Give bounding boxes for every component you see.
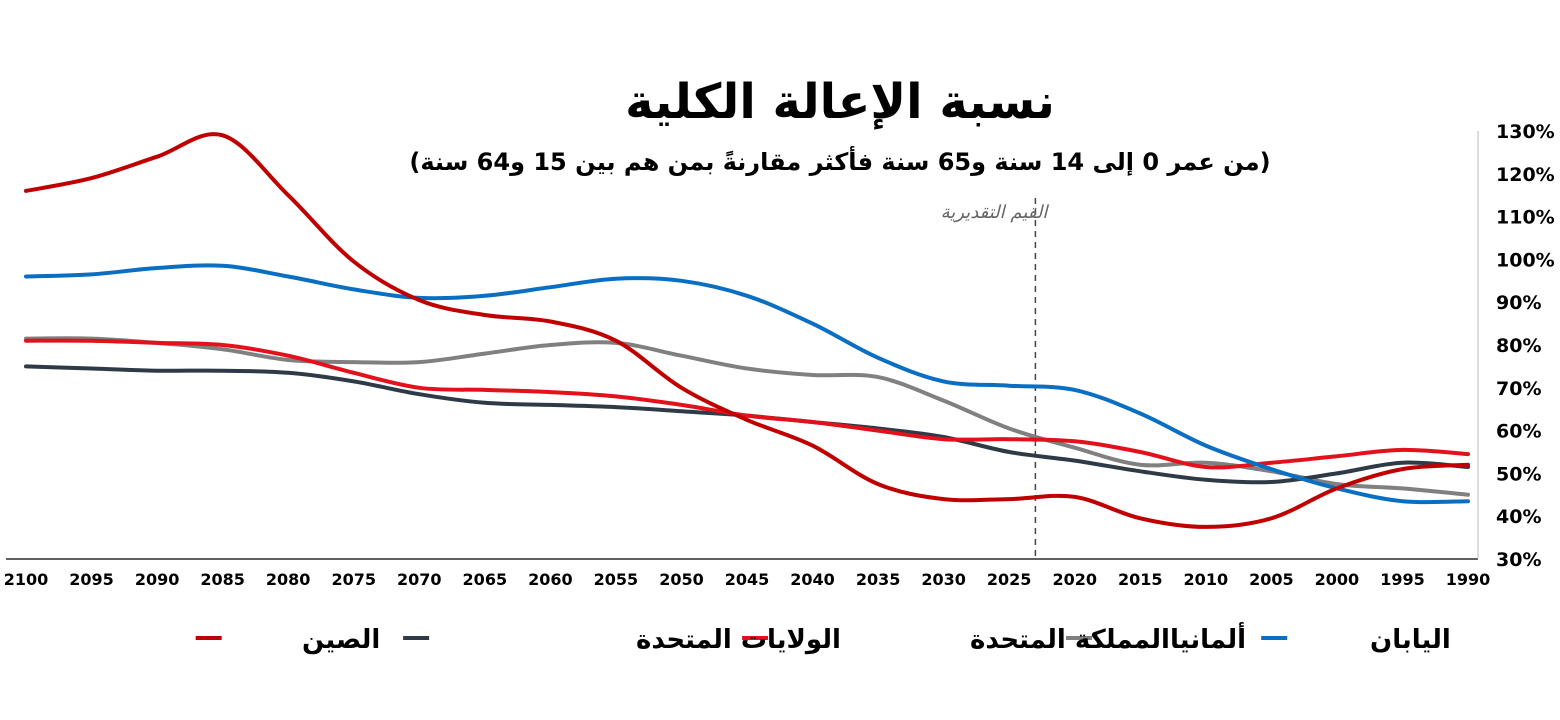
x-tick-label: 2015 [1118, 570, 1163, 589]
chart-title: نسبة الإعالة الكلية [625, 74, 1055, 130]
y-tick-label: 100% [1496, 249, 1555, 271]
y-tick-label: 120% [1496, 164, 1555, 186]
x-tick-label: 2055 [594, 570, 639, 589]
x-tick-label: 2025 [987, 570, 1032, 589]
legend-label: الولايات المتحدة [636, 625, 841, 655]
y-tick-label: 90% [1496, 292, 1541, 314]
projection-annotation: القيم التقديرية [941, 202, 1050, 223]
y-tick-label: 70% [1496, 378, 1541, 400]
x-tick-label: 2040 [790, 570, 835, 589]
y-tick-label: 40% [1496, 506, 1541, 528]
chart-subtitle: (من عمر 0 إلى 14 سنة و65 سنة فأكثر مقارن… [409, 146, 1270, 176]
series-line [24, 132, 1470, 529]
series-line [24, 338, 1470, 470]
series-layer [24, 132, 1470, 529]
x-tick-label: 2030 [921, 570, 966, 589]
x-tick-label: 2075 [331, 570, 376, 589]
x-tick-label: 2050 [659, 570, 704, 589]
legend-label: المملكة المتحدة [970, 625, 1170, 655]
x-tick-label: 2065 [463, 570, 508, 589]
x-tick-label: 2000 [1315, 570, 1360, 589]
legend-label: اليابان [1370, 625, 1451, 655]
y-tick-label: 60% [1496, 421, 1541, 443]
y-tick-label: 110% [1496, 207, 1555, 229]
axes-layer: 30% 40% 50% 60% 70% 80% 90% 100% 110% 120% 130% 210… [4, 121, 1555, 589]
series-line [24, 263, 1470, 505]
x-tick-label: 2090 [135, 570, 180, 589]
y-tick-label: 50% [1496, 463, 1541, 485]
x-tick-label: 2020 [1052, 570, 1097, 589]
series-line [24, 336, 1470, 497]
y-tick-label: 130% [1496, 121, 1555, 143]
x-tick-label: 2005 [1249, 570, 1294, 589]
x-tick-label: 2010 [1184, 570, 1229, 589]
y-tick-label: 30% [1496, 549, 1541, 571]
x-tick-label: 1990 [1446, 570, 1491, 589]
x-tick-label: 2060 [528, 570, 573, 589]
x-tick-label: 2100 [4, 570, 49, 589]
x-tick-label: 2085 [200, 570, 245, 589]
x-tick-label: 2095 [69, 570, 114, 589]
x-tick-label: 2035 [856, 570, 901, 589]
x-tick-label: 2045 [725, 570, 770, 589]
legend-label: الصين [302, 625, 380, 655]
legend-label: ألمانيا [1170, 622, 1246, 655]
x-tick-label: 1995 [1380, 570, 1425, 589]
x-tick-label: 2080 [266, 570, 311, 589]
y-tick-label: 80% [1496, 335, 1541, 357]
x-tick-label: 2070 [397, 570, 442, 589]
